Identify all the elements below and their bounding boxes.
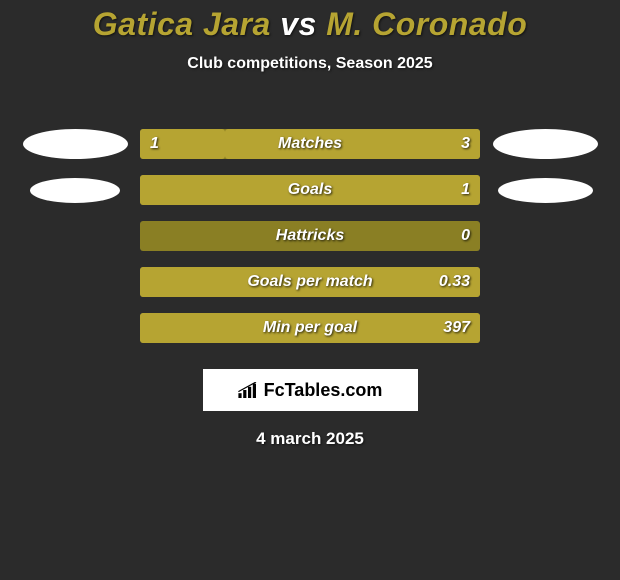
stat-value-right: 0.33 <box>439 273 470 291</box>
player1-avatar <box>30 178 120 203</box>
player2-avatar <box>493 129 598 159</box>
stat-bar: 0.33 Goals per match <box>140 267 480 297</box>
stat-row: 0.33 Goals per match <box>0 259 620 305</box>
title-player2: M. Coronado <box>326 6 527 42</box>
title-player1: Gatica Jara <box>93 6 271 42</box>
stat-value-right: 3 <box>461 135 470 153</box>
player1-avatar <box>23 129 128 159</box>
stat-bar: 0 Hattricks <box>140 221 480 251</box>
avatar-cell-right <box>480 129 610 159</box>
stat-label: Matches <box>278 135 342 153</box>
subtitle: Club competitions, Season 2025 <box>0 55 620 73</box>
page-title: Gatica Jara vs M. Coronado <box>0 0 620 43</box>
stat-label: Goals <box>288 181 332 199</box>
stat-row: 1 Goals <box>0 167 620 213</box>
date-text: 4 march 2025 <box>0 429 620 449</box>
avatar-cell-left <box>10 129 140 159</box>
stat-label: Min per goal <box>263 319 357 337</box>
stats-area: 1 3 Matches 1 Goals 0 Hattricks 0.33 Goals per m… <box>0 121 620 351</box>
avatar-cell-left <box>10 178 140 203</box>
player2-avatar <box>498 178 593 203</box>
stat-value-right: 1 <box>461 181 470 199</box>
stat-label: Goals per match <box>247 273 372 291</box>
stat-row: 1 3 Matches <box>0 121 620 167</box>
stat-value-left: 1 <box>150 135 159 153</box>
avatar-cell-right <box>480 178 610 203</box>
stat-value-right: 0 <box>461 227 470 245</box>
stat-row: 397 Min per goal <box>0 305 620 351</box>
logo-text: FcTables.com <box>264 380 383 401</box>
stat-bar: 1 Goals <box>140 175 480 205</box>
stat-bar: 397 Min per goal <box>140 313 480 343</box>
title-vs: vs <box>271 6 326 42</box>
stat-value-right: 397 <box>443 319 470 337</box>
stat-bar: 1 3 Matches <box>140 129 480 159</box>
bar-chart-icon <box>238 382 258 398</box>
stat-label: Hattricks <box>276 227 344 245</box>
bar-fill-right <box>225 129 480 159</box>
stat-row: 0 Hattricks <box>0 213 620 259</box>
logo-box[interactable]: FcTables.com <box>203 369 418 411</box>
